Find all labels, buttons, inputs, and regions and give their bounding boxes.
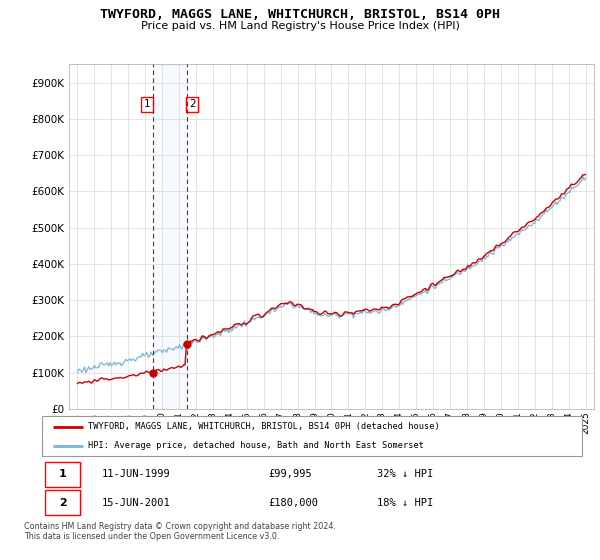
Text: HPI: Average price, detached house, Bath and North East Somerset: HPI: Average price, detached house, Bath… (88, 441, 424, 450)
Text: 15-JUN-2001: 15-JUN-2001 (101, 498, 170, 508)
Text: 32% ↓ HPI: 32% ↓ HPI (377, 469, 433, 479)
Text: 18% ↓ HPI: 18% ↓ HPI (377, 498, 433, 508)
Text: 2: 2 (189, 99, 196, 109)
Text: 11-JUN-1999: 11-JUN-1999 (101, 469, 170, 479)
Text: Price paid vs. HM Land Registry's House Price Index (HPI): Price paid vs. HM Land Registry's House … (140, 21, 460, 31)
Text: 1: 1 (59, 469, 67, 479)
Text: £180,000: £180,000 (269, 498, 319, 508)
Text: TWYFORD, MAGGS LANE, WHITCHURCH, BRISTOL, BS14 0PH: TWYFORD, MAGGS LANE, WHITCHURCH, BRISTOL… (100, 8, 500, 21)
Text: £99,995: £99,995 (269, 469, 313, 479)
Bar (152, 64, 187, 409)
Text: 1: 1 (143, 99, 150, 109)
Text: Contains HM Land Registry data © Crown copyright and database right 2024.
This d: Contains HM Land Registry data © Crown c… (24, 522, 336, 542)
Text: TWYFORD, MAGGS LANE, WHITCHURCH, BRISTOL, BS14 0PH (detached house): TWYFORD, MAGGS LANE, WHITCHURCH, BRISTOL… (88, 422, 440, 431)
Bar (45, 491, 80, 515)
Bar (45, 462, 80, 487)
Text: 2: 2 (59, 498, 67, 508)
